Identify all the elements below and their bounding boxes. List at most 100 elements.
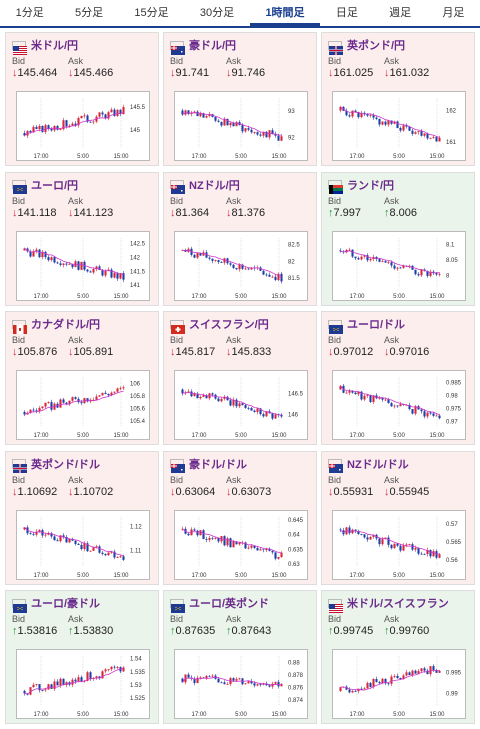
- candle-body: [205, 251, 208, 258]
- arrow-up-icon: ↑: [328, 206, 334, 219]
- pair-name-link[interactable]: NZドル/円: [189, 179, 240, 192]
- chart-frame[interactable]: 93 92 17:00 5:00 15:00: [174, 91, 308, 161]
- x-tick-label: 15:00: [271, 154, 287, 160]
- y-tick-label: 146: [288, 413, 299, 419]
- candle-body: [32, 126, 35, 133]
- pair-name-link[interactable]: ユーロ/円: [31, 179, 79, 192]
- currency-card[interactable]: ユーロ/英ポンド Bid Ask ↑0.87635 ↑0.87643 0.88 0.878 0…: [163, 590, 317, 724]
- candle-body: [29, 130, 32, 133]
- chart-frame[interactable]: 0.88 0.878 0.876 0.874 17:00 5:00 15:00: [174, 649, 308, 719]
- tab-7[interactable]: 週足: [389, 7, 412, 19]
- currency-card[interactable]: 米ドル/スイスフラン Bid Ask ↑0.99745 ↑0.99760 0.995 0.9…: [321, 590, 475, 724]
- candle-body: [438, 273, 441, 275]
- chart-frame[interactable]: 82.5 82 81.5 17:00 5:00 15:00: [174, 230, 308, 301]
- currency-card[interactable]: ユーロ/ドル Bid Ask ↓0.97012 ↓0.97016 0.985 0.98 0.9…: [321, 311, 475, 445]
- y-tick-label: 81.5: [288, 276, 300, 282]
- bid-value: 81.364: [175, 206, 210, 219]
- candle-body: [53, 535, 56, 540]
- pair-name-link[interactable]: ユーロ/英ポンド: [189, 598, 270, 610]
- tab-8[interactable]: 月足: [442, 7, 465, 19]
- ask-price: ↓145.466: [68, 67, 124, 79]
- chart-frame[interactable]: 145.5 145 17:00 5:00 15:00: [16, 91, 150, 161]
- candle-body: [232, 541, 235, 547]
- candle-body: [271, 413, 274, 419]
- price-chart: 1.12 1.11 17:00 5:00 15:00: [23, 516, 142, 579]
- candle-body: [402, 265, 405, 268]
- chart-frame[interactable]: 0.645 0.64 0.635 0.63 17:00 5:00 15:00: [174, 509, 308, 580]
- chart-frame[interactable]: 8.1 8.05 8 17:00 5:00 15:00: [332, 230, 466, 301]
- pair-name-link[interactable]: 豪ドル/円: [189, 40, 237, 52]
- currency-card[interactable]: NZドル/円 Bid Ask ↓81.364 ↓81.376 82.5 82 81.5 17:0…: [163, 171, 317, 306]
- arrow-down-icon: ↓: [170, 206, 176, 219]
- chart-frame[interactable]: 1.54 1.535 1.53 1.525 17:00 5:00 15:00: [16, 649, 150, 719]
- currency-card[interactable]: ランド/円 Bid Ask ↑7.997 ↑8.006 8.1 8.05 8 17:00 5:00…: [321, 171, 475, 306]
- x-tick-label: 15:00: [429, 294, 445, 300]
- pair-name-link[interactable]: 米ドル/円: [31, 40, 79, 52]
- currency-card[interactable]: 英ポンド/ドル Bid Ask ↓1.10692 ↓1.10702 1.12 1.11 17:…: [5, 450, 159, 585]
- price-labels: Bid Ask: [328, 614, 468, 624]
- tab-5[interactable]: 1時間足: [249, 0, 321, 26]
- pair-name-link[interactable]: 英ポンド/ドル: [31, 458, 101, 471]
- tab-1[interactable]: 1分足: [15, 7, 44, 19]
- candle-body: [250, 681, 253, 684]
- pair-name-link[interactable]: ランド/円: [347, 179, 395, 192]
- currency-card[interactable]: スイスフラン/円 Bid Ask ↓145.817 ↓145.833 146.5 146 17…: [163, 311, 317, 445]
- currency-card[interactable]: NZドル/ドル Bid Ask ↓0.55931 ↓0.55945 0.57 0.565 0.…: [321, 450, 475, 585]
- chart-frame[interactable]: 106 105.8 105.6 105.4 17:00 5:00 15:00: [16, 370, 150, 440]
- chart-frame[interactable]: 0.985 0.98 0.975 0.97 17:00 5:00 15:00: [332, 370, 466, 440]
- pair-name-link[interactable]: ユーロ/ドル: [347, 319, 406, 331]
- y-tick-label: 0.874: [288, 698, 304, 704]
- price-chart: 142.5 142 141.5 141 17:00 5:00 15:00: [23, 237, 146, 300]
- tab-6[interactable]: 日足: [335, 7, 358, 19]
- candle-body: [74, 679, 77, 682]
- pair-name-link[interactable]: NZドル/ドル: [347, 458, 409, 471]
- candle-body: [223, 535, 226, 545]
- arrow-down-icon: ↓: [170, 346, 176, 358]
- tab-2[interactable]: 5分足: [75, 7, 104, 19]
- bid-label: Bid: [328, 614, 342, 624]
- candle-body: [208, 537, 211, 540]
- tab-4[interactable]: 30分足: [199, 7, 235, 19]
- chart-frame[interactable]: 146.5 146 17:00 5:00 15:00: [174, 370, 308, 440]
- pair-name-link[interactable]: カナダドル/円: [31, 319, 101, 331]
- chart-frame[interactable]: 162 161 17:00 5:00 15:00: [332, 91, 466, 161]
- candle-body: [190, 391, 193, 397]
- pair-name-link[interactable]: ユーロ/豪ドル: [31, 598, 101, 610]
- pair-name-link[interactable]: 英ポンド/円: [347, 40, 406, 52]
- currency-card[interactable]: カナダドル/円 Bid Ask ↓105.876 ↓105.891 106 105.8 105…: [5, 311, 159, 445]
- candle-body: [77, 118, 80, 126]
- candle-body: [50, 256, 53, 260]
- chart-frame[interactable]: 0.57 0.565 0.56 17:00 5:00 15:00: [332, 509, 466, 580]
- currency-card[interactable]: ユーロ/円 Bid Ask ↓141.118 ↓141.123 142.5 142 141.5…: [5, 171, 159, 306]
- candle-body: [113, 391, 116, 393]
- chart-frame[interactable]: 1.12 1.11 17:00 5:00 15:00: [16, 509, 150, 580]
- candle-body: [256, 132, 259, 135]
- ask-label: Ask: [68, 474, 84, 485]
- pair-name-link[interactable]: 豪ドル/ドル: [189, 458, 248, 471]
- currency-card[interactable]: 米ドル/円 Bid Ask ↓145.464 ↓145.466 145.5 145 17:00…: [5, 32, 159, 166]
- chart-frame[interactable]: 0.995 0.99 17:00 5:00 15:00: [332, 649, 466, 719]
- currency-card[interactable]: 豪ドル/円 Bid Ask ↓91.741 ↓91.746 93 92 17:00 5:00 15…: [163, 32, 317, 166]
- tab-3[interactable]: 15分足: [134, 7, 169, 19]
- currency-card[interactable]: 豪ドル/ドル Bid Ask ↓0.63064 ↓0.63073 0.645 0.64 0.6…: [163, 450, 317, 585]
- candle-body: [375, 117, 378, 119]
- ask-price: ↑8.006: [384, 207, 440, 219]
- currency-card[interactable]: 英ポンド/円 Bid Ask ↓161.025 ↓161.032 162 161 17:00 5…: [321, 32, 475, 166]
- candle-body: [402, 675, 405, 680]
- candle-body: [411, 130, 414, 134]
- pair-name-link[interactable]: スイスフラン/円: [189, 319, 269, 331]
- chart-frame[interactable]: 142.5 142 141.5 141 17:00 5:00 15:00: [16, 230, 150, 301]
- candle-body: [232, 399, 235, 406]
- candle-body: [277, 135, 280, 141]
- candle-body: [116, 556, 119, 558]
- x-tick-label: 17:00: [349, 712, 365, 718]
- nz-flag-icon: [170, 180, 185, 194]
- candle-body: [101, 112, 104, 115]
- candle-body: [56, 539, 59, 541]
- currency-card[interactable]: ユーロ/豪ドル Bid Ask ↑1.53816 ↑1.53830 1.54 1.535 1.…: [5, 590, 159, 724]
- candle-body: [271, 276, 274, 278]
- candle-body: [83, 542, 86, 549]
- x-tick-label: 15:00: [113, 154, 129, 160]
- pair-name-link[interactable]: 米ドル/スイスフラン: [347, 598, 449, 610]
- candle-body: [110, 109, 113, 113]
